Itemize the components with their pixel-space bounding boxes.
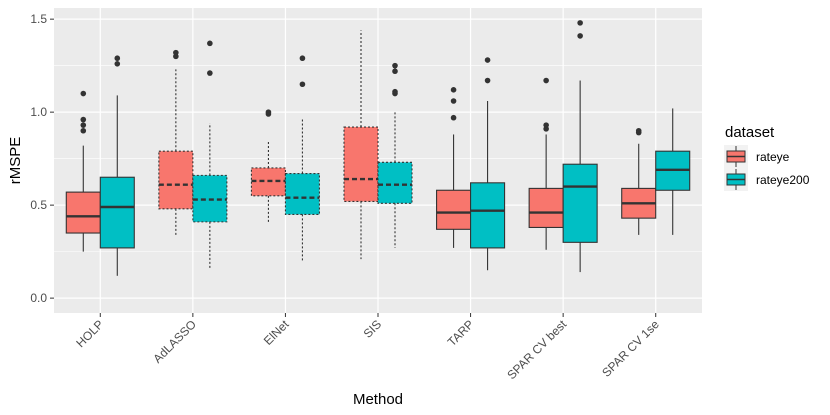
outlier-point [484, 57, 491, 63]
box-rateye-spar-cv-1se [621, 127, 657, 235]
iqr-box [562, 163, 598, 243]
x-axis: HOLP AdLASSO ElNet SIS TARP SPAR CV best SPAR … [73, 313, 662, 382]
box-rateye-tarp [436, 87, 472, 248]
x-tick-label: SPAR CV best [504, 317, 569, 382]
box-rateye-adlasso [158, 49, 194, 237]
box-rateye200-adlasso [192, 40, 228, 269]
box-rateye-spar-cv-best [528, 77, 564, 250]
iqr-box [436, 189, 472, 230]
iqr-box [528, 187, 564, 229]
box-rateye200-tarp [470, 57, 506, 271]
outlier-point [450, 114, 457, 121]
outlier-point [577, 33, 583, 39]
outlier-point [114, 60, 121, 67]
outlier-point [450, 98, 457, 104]
box-rateye200-spar-cv-1se [655, 108, 691, 235]
iqr-box [158, 150, 194, 210]
outlier-point [207, 40, 213, 47]
iqr-box [343, 126, 379, 202]
y-axis-title: rMSPE [7, 137, 24, 185]
x-axis-title: Method [353, 391, 403, 408]
iqr-box [65, 191, 101, 234]
iqr-box [99, 176, 135, 249]
x-tick-label: ElNet [261, 317, 292, 348]
box-rateye-holp [65, 90, 101, 252]
legend-label: rateye [756, 150, 790, 164]
outlier-point [543, 77, 549, 84]
iqr-box [470, 182, 506, 249]
outlier-point [114, 55, 121, 62]
outlier-point [392, 62, 398, 69]
x-tick-label: SIS [361, 317, 385, 341]
legend: dataset rateye rateye200 [724, 124, 810, 191]
iqr-box [284, 172, 320, 215]
outlier-point [392, 68, 398, 75]
box-series [65, 20, 691, 276]
outlier-point [543, 122, 549, 128]
y-tick-label: 0.0 [30, 291, 47, 305]
outlier-point [80, 116, 87, 123]
legend-title: dataset [725, 124, 775, 141]
outlier-point [577, 20, 583, 26]
x-tick-label: SPAR CV 1se [599, 317, 662, 380]
y-tick-label: 1.0 [30, 105, 47, 119]
box-rateye200-sis [377, 62, 413, 248]
outlier-point [265, 109, 272, 115]
y-tick-label: 1.5 [30, 12, 47, 26]
outlier-point [299, 81, 306, 88]
legend-label: rateye200 [756, 173, 810, 187]
box-rateye-elnet [250, 109, 286, 222]
box-rateye200-spar-cv-best [562, 20, 598, 273]
outlier-point [80, 122, 87, 128]
outlier-point [80, 127, 87, 134]
y-axis: 0.0 0.5 1.0 1.5 [30, 12, 54, 305]
box-rateye200-elnet [284, 55, 320, 261]
outlier-point [80, 90, 87, 97]
outlier-point [173, 49, 179, 56]
outlier-point [450, 87, 457, 93]
box-rateye-sis [343, 30, 379, 260]
x-tick-label: TARP [445, 317, 477, 349]
iqr-box [377, 161, 413, 204]
x-tick-label: HOLP [73, 317, 106, 350]
outlier-point [484, 77, 491, 84]
outlier-point [635, 127, 642, 134]
y-tick-label: 0.5 [30, 198, 47, 212]
outlier-point [392, 88, 398, 95]
outlier-point [207, 70, 213, 76]
outlier-point [299, 55, 306, 62]
box-rateye200-holp [99, 55, 135, 276]
x-tick-label: AdLASSO [150, 317, 199, 366]
